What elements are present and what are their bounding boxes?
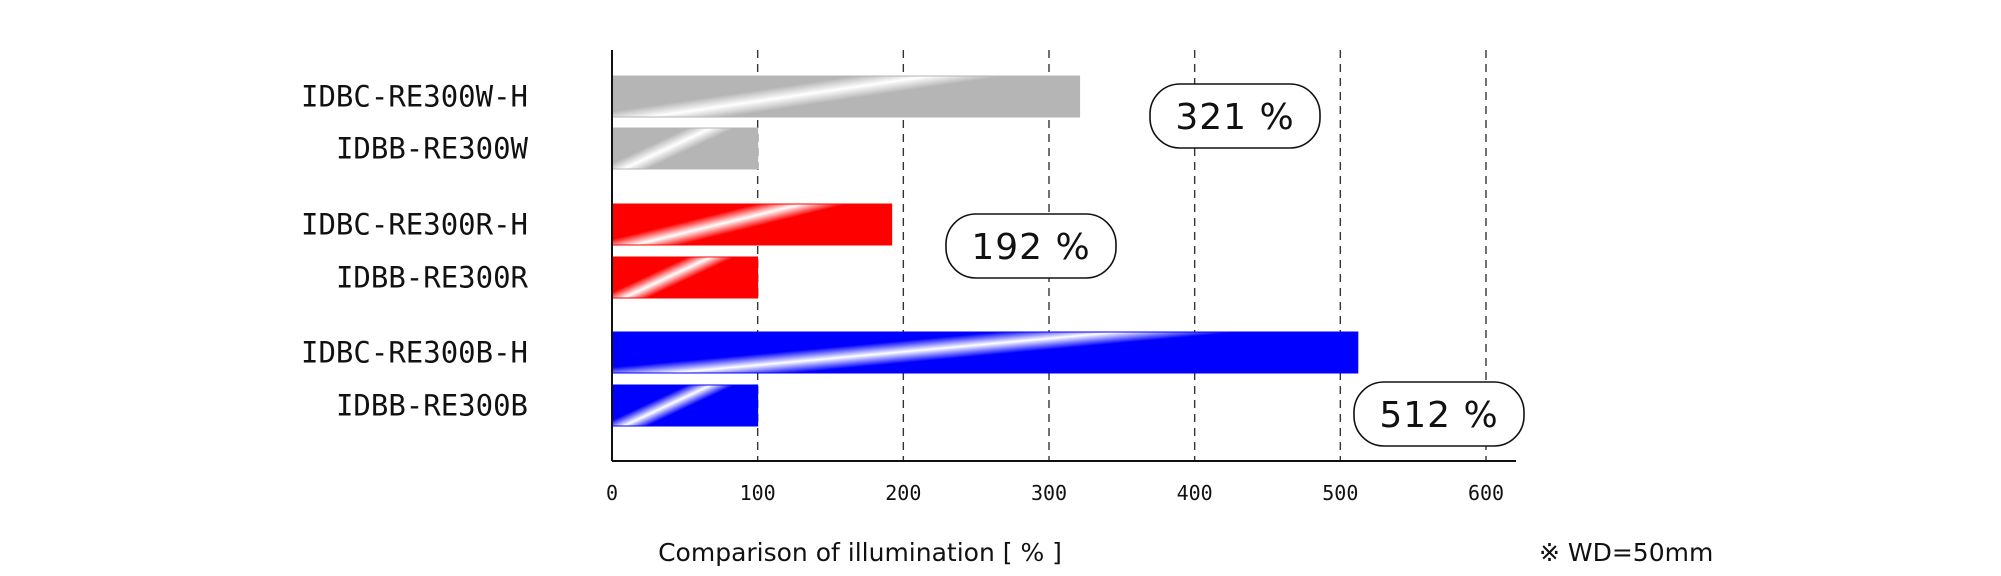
callouts: 321 % 192 % 512 % — [945, 83, 1525, 447]
callout-value: 321 % — [1175, 97, 1294, 138]
bar — [611, 256, 759, 299]
category-labels: IDBC-RE300W-H IDBB-RE300W IDBC-RE300R-H IDB… — [301, 80, 529, 423]
bar — [611, 203, 893, 246]
bar — [611, 331, 1359, 374]
x-tick-label: 600 — [1468, 481, 1504, 505]
x-tick-label: 300 — [1031, 481, 1067, 505]
x-tick-label: 0 — [606, 481, 618, 505]
callout-box — [945, 213, 1117, 279]
callout-box — [1149, 83, 1321, 149]
callout-box — [1353, 381, 1525, 447]
x-tick-labels: 0 100 200 300 400 500 600 — [606, 481, 1504, 505]
x-tick-label: 200 — [885, 481, 921, 505]
category-label: IDBC-RE300B-H — [301, 336, 528, 370]
category-label: IDBC-RE300R-H — [301, 208, 528, 242]
bars — [611, 75, 1359, 427]
category-label: IDBB-RE300R — [336, 261, 529, 295]
bar — [611, 75, 1081, 118]
x-axis-title: Comparison of illumination [ % ] — [658, 538, 1062, 567]
callout-value: 512 % — [1379, 395, 1498, 436]
category-label: IDBB-RE300W — [336, 132, 529, 166]
x-tick-label: 400 — [1177, 481, 1213, 505]
working-distance-note: ※ WD=50mm — [1539, 538, 1713, 567]
bar — [611, 384, 759, 427]
category-label: IDBB-RE300B — [336, 389, 528, 423]
bar — [611, 127, 759, 170]
x-tick-label: 100 — [740, 481, 776, 505]
x-tick-label: 500 — [1322, 481, 1358, 505]
category-label: IDBC-RE300W-H — [301, 80, 528, 114]
callout-value: 192 % — [971, 227, 1090, 268]
axes — [611, 50, 1516, 462]
